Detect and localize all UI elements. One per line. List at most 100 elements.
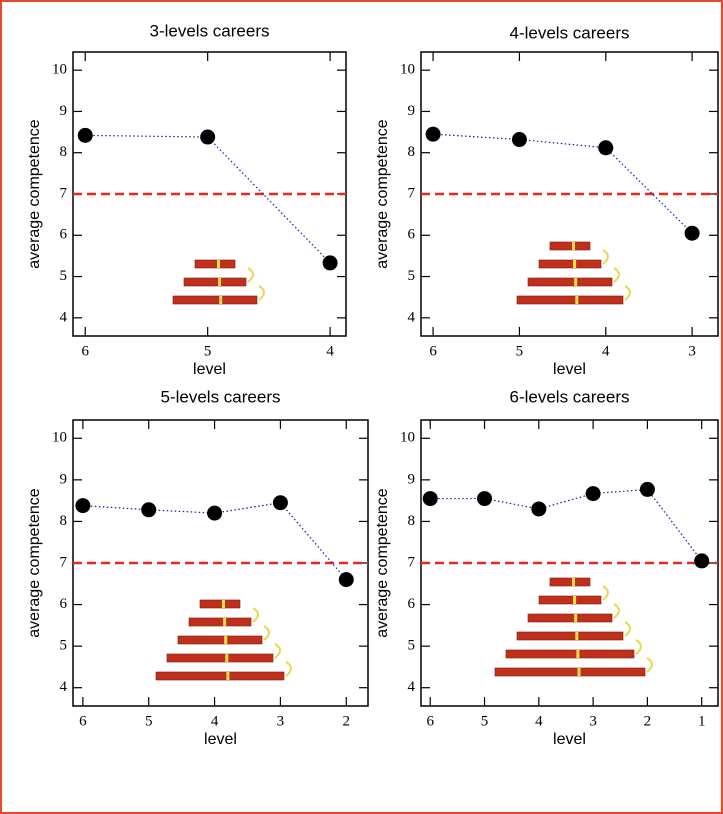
x-axis-label: level: [204, 731, 237, 748]
y-tick-label: 8: [60, 144, 68, 160]
pyramid-highlight: [223, 618, 227, 626]
pyramid-highlight: [576, 650, 580, 658]
data-point: [322, 255, 338, 271]
pyramid-arrow: [252, 607, 259, 623]
pyramid-arrow: [635, 639, 642, 655]
pyramid-highlight: [573, 596, 577, 604]
y-tick-label: 5: [408, 638, 416, 654]
chart-title: 6-levels careers: [510, 387, 630, 406]
pyramid-highlight: [577, 668, 581, 676]
pyramid-arrow: [624, 285, 631, 301]
y-tick-label: 8: [408, 144, 416, 160]
pyramid-highlight: [217, 260, 220, 268]
data-point: [585, 486, 601, 502]
x-tick-label: 6: [429, 343, 437, 359]
y-tick-label: 6: [408, 596, 416, 612]
y-tick-label: 10: [400, 430, 415, 446]
x-tick-label: 3: [688, 343, 696, 359]
y-tick-label: 10: [52, 430, 67, 446]
pyramid-row: [538, 259, 602, 269]
chart-title: 5-levels careers: [161, 387, 281, 406]
x-tick-label: 2: [644, 713, 652, 729]
y-axis-label: average competence: [374, 488, 391, 638]
data-point: [422, 491, 438, 507]
y-tick-label: 9: [408, 471, 416, 487]
pyramid-row: [527, 277, 613, 287]
y-tick-label: 7: [60, 554, 68, 570]
pyramid-row: [516, 631, 624, 641]
data-point: [477, 491, 493, 507]
pyramid-arrow: [624, 621, 631, 637]
data-point: [207, 505, 223, 521]
pyramid-row: [172, 295, 258, 305]
x-tick-label: 6: [79, 713, 87, 729]
pyramid-row: [494, 667, 646, 677]
x-tick-label: 6: [426, 713, 434, 729]
pyramid-arrow: [602, 249, 609, 265]
pyramid-highlight: [572, 578, 575, 586]
data-line: [82, 502, 347, 581]
y-tick-label: 9: [60, 103, 68, 119]
data-line: [433, 133, 693, 234]
data-point: [200, 129, 216, 145]
pyramid-row: [516, 295, 624, 305]
chart-title: 3-levels careers: [150, 21, 270, 40]
y-axis-label: average competence: [26, 488, 43, 638]
y-tick-label: 4: [60, 679, 68, 695]
y-tick-label: 4: [408, 309, 416, 325]
y-tick-label: 10: [52, 62, 67, 78]
pyramid-row: [166, 653, 274, 663]
data-point: [531, 501, 547, 517]
y-tick-label: 8: [60, 513, 68, 529]
pyramid-highlight: [575, 632, 579, 640]
pyramid-highlight: [219, 296, 223, 304]
data-point: [598, 140, 614, 156]
data-point: [75, 498, 91, 514]
y-tick-label: 8: [408, 513, 416, 529]
data-point: [272, 495, 288, 511]
x-tick-label: 3: [277, 713, 285, 729]
pyramid-arrow: [274, 643, 281, 659]
x-tick-label: 4: [602, 343, 610, 359]
pyramid-row: [177, 635, 263, 645]
x-tick-label: 4: [535, 713, 543, 729]
data-point: [338, 572, 354, 588]
y-tick-label: 5: [60, 638, 68, 654]
pyramid-row: [183, 277, 247, 287]
pyramid-arrow: [285, 661, 292, 677]
x-tick-label: 5: [481, 713, 489, 729]
x-tick-label: 5: [516, 343, 524, 359]
pyramid-row: [549, 577, 591, 587]
pyramid-row: [538, 595, 602, 605]
pyramid-highlight: [572, 242, 575, 250]
pyramid-highlight: [574, 278, 578, 286]
x-tick-label: 4: [211, 713, 219, 729]
y-tick-label: 6: [408, 227, 416, 243]
pyramid-highlight: [574, 614, 578, 622]
pyramid-arrow: [263, 625, 270, 641]
pyramid-row: [505, 649, 635, 659]
x-tick-label: 4: [326, 343, 334, 359]
x-tick-label: 1: [698, 713, 706, 729]
x-tick-label: 6: [81, 343, 89, 359]
data-point: [425, 126, 441, 142]
data-point: [684, 225, 700, 241]
x-axis-label: level: [193, 361, 226, 378]
pyramid-highlight: [218, 278, 222, 286]
pyramid-highlight: [575, 296, 579, 304]
x-axis-label: level: [553, 361, 586, 378]
y-axis-label: average competence: [374, 119, 391, 269]
y-tick-label: 9: [60, 471, 68, 487]
y-tick-label: 4: [60, 309, 68, 325]
data-point: [141, 502, 157, 518]
y-axis-label: average competence: [26, 119, 43, 269]
pyramid-highlight: [224, 636, 228, 644]
chart-title: 4-levels careers: [510, 23, 630, 42]
y-tick-label: 5: [60, 268, 68, 284]
pyramid-arrow: [613, 267, 620, 283]
pyramid-row: [527, 613, 613, 623]
pyramid-arrow: [646, 657, 653, 673]
data-point: [639, 481, 655, 497]
pyramid-highlight: [222, 600, 225, 608]
